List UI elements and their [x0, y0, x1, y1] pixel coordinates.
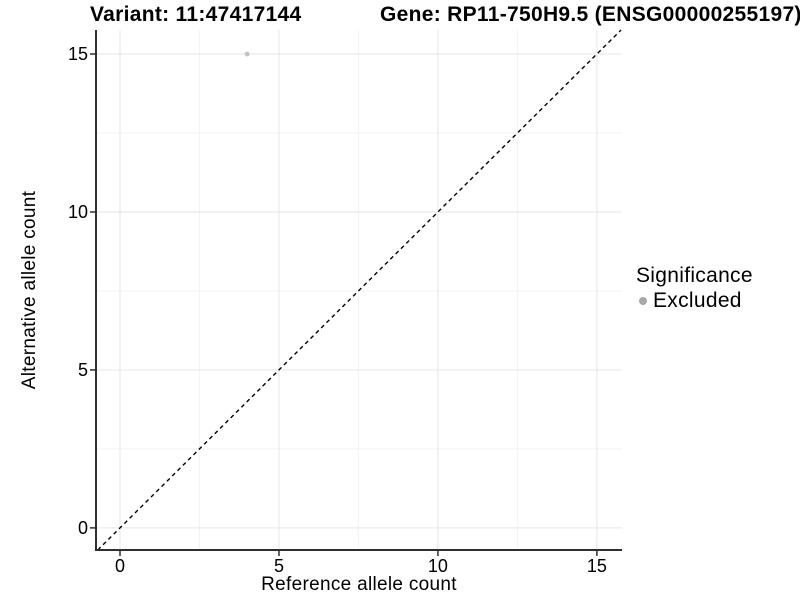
- y-tick-label: 10: [67, 201, 88, 222]
- y-tick-label: 5: [77, 359, 88, 380]
- legend: Significance Excluded: [636, 264, 753, 312]
- legend-key-dot-icon: [639, 296, 647, 305]
- y-axis-label: Alternative allele count: [19, 190, 40, 390]
- x-tick-label: 10: [427, 556, 448, 576]
- legend-title: Significance: [636, 264, 753, 287]
- x-axis-label: Reference allele count: [261, 574, 457, 595]
- y-tick-label: 15: [67, 44, 88, 64]
- legend-item-label: Excluded: [653, 289, 742, 312]
- x-tick-label: 15: [586, 556, 607, 576]
- identity-reference-line: [97, 29, 622, 551]
- legend-items: Excluded: [636, 289, 753, 312]
- plot-title-variant: Variant: 11:47417144: [90, 3, 302, 26]
- plot-title-gene: Gene: RP11-750H9.5 (ENSG00000255197): [380, 3, 800, 26]
- y-tick-label: 0: [77, 517, 88, 538]
- x-tick-label: 0: [114, 556, 126, 576]
- data-point: [244, 51, 250, 57]
- x-tick-label: 5: [273, 556, 284, 576]
- legend-item: Excluded: [639, 289, 753, 312]
